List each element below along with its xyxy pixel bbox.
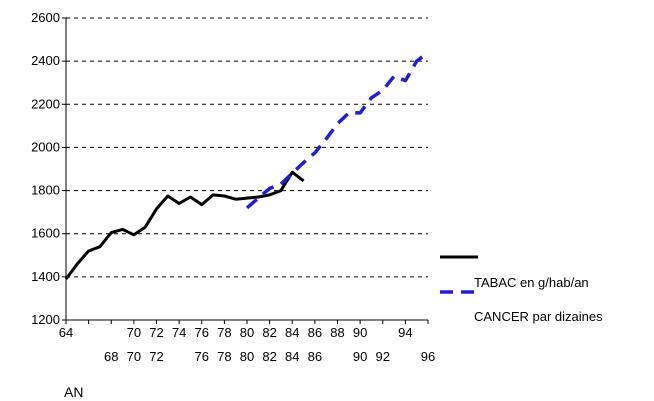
x-tick-label-lower-96: 96 bbox=[421, 349, 435, 364]
x-tick-label-upper-88: 88 bbox=[330, 325, 344, 340]
series-line-tabac bbox=[64, 170, 305, 280]
y-tick-label-1400: 1400 bbox=[31, 269, 60, 284]
legend-label-cancer: CANCER par dizaines bbox=[474, 309, 603, 324]
y-tick-label-2400: 2400 bbox=[31, 53, 60, 68]
y-tick-label-2200: 2200 bbox=[31, 96, 60, 111]
legend: TABAC en g/hab/an CANCER par dizaines bbox=[440, 255, 603, 324]
x-tick-label-lower-82: 82 bbox=[262, 349, 276, 364]
x-tick-label-lower-70: 70 bbox=[127, 349, 141, 364]
gridlines bbox=[66, 17, 428, 278]
y-tick-labels: 1200 1400 1600 1800 2000 2200 2400 2600 bbox=[31, 10, 60, 327]
x-tick-label-lower-76: 76 bbox=[195, 349, 209, 364]
y-tick-label-2600: 2600 bbox=[31, 10, 60, 25]
x-tick-label-upper-74: 74 bbox=[172, 325, 186, 340]
x-axis-label: AN bbox=[64, 384, 83, 400]
y-tick-label-1200: 1200 bbox=[31, 312, 60, 327]
y-tick-label-2000: 2000 bbox=[31, 139, 60, 154]
x-tick-label-upper-78: 78 bbox=[217, 325, 231, 340]
x-tick-label-lower-84: 84 bbox=[285, 349, 299, 364]
x-tick-label-upper-72: 72 bbox=[149, 325, 163, 340]
x-tick-label-lower-86: 86 bbox=[308, 349, 322, 364]
x-tick-label-lower-78: 78 bbox=[217, 349, 231, 364]
x-tick-label-upper-70: 70 bbox=[127, 325, 141, 340]
series-line-cancer bbox=[245, 51, 430, 210]
x-tick-label-upper-82: 82 bbox=[262, 325, 276, 340]
y-tick-label-1600: 1600 bbox=[31, 226, 60, 241]
y-tick-label-1800: 1800 bbox=[31, 183, 60, 198]
x-tick-label-upper-84: 84 bbox=[285, 325, 299, 340]
x-tick-label-lower-80: 80 bbox=[240, 349, 254, 364]
axes bbox=[62, 17, 429, 324]
x-tick-label-upper-90: 90 bbox=[353, 325, 367, 340]
x-tick-label-upper-80: 80 bbox=[240, 325, 254, 340]
series-lines bbox=[64, 51, 430, 280]
x-tick-labels: 64 70 72 74 76 78 80 82 84 86 88 90 94 68 70 72 76 78 80 82… bbox=[59, 325, 435, 364]
legend-label-tabac: TABAC en g/hab/an bbox=[474, 275, 589, 290]
x-tick-label-upper-76: 76 bbox=[195, 325, 209, 340]
x-tick-label-upper-94: 94 bbox=[398, 325, 412, 340]
x-tick-label-lower-90: 90 bbox=[353, 349, 367, 364]
x-tick-label-upper-86: 86 bbox=[308, 325, 322, 340]
x-tick-label-upper-64: 64 bbox=[59, 325, 73, 340]
x-tick-label-lower-72: 72 bbox=[149, 349, 163, 364]
x-tick-label-lower-68: 68 bbox=[104, 349, 118, 364]
x-tick-label-lower-92: 92 bbox=[376, 349, 390, 364]
